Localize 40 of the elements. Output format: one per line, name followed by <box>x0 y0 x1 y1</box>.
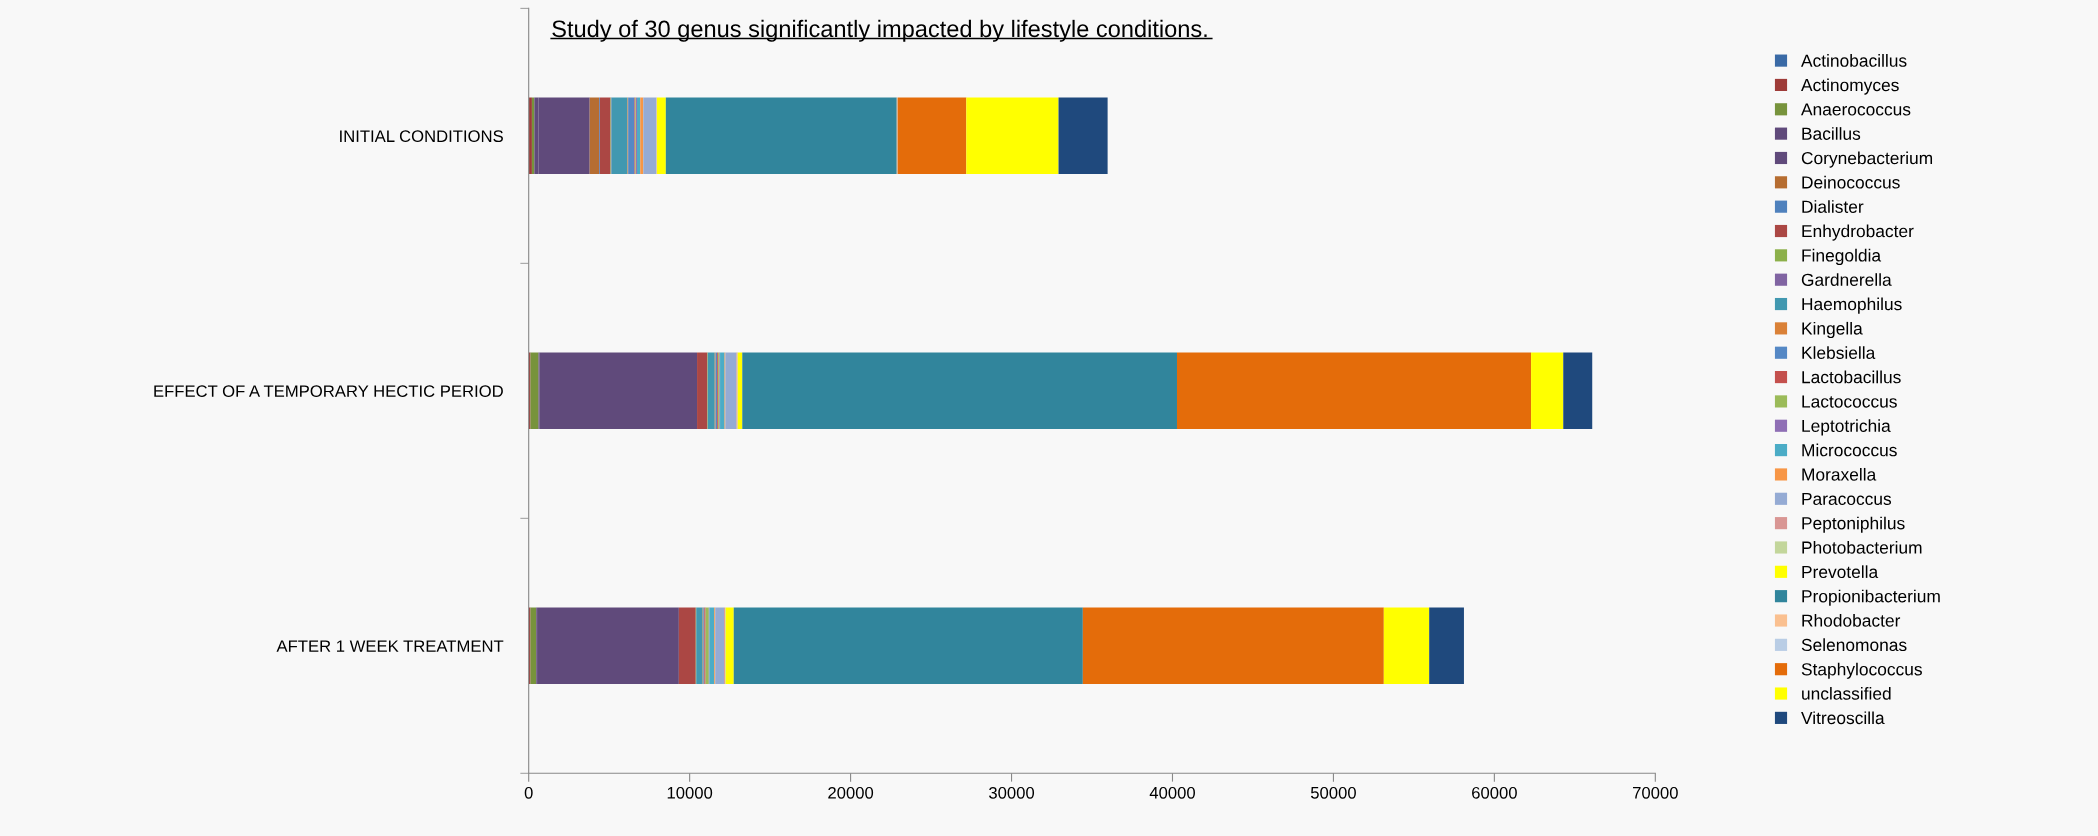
x-tick-label: 10000 <box>667 786 713 799</box>
legend-label: Moraxella <box>1802 467 1877 481</box>
x-tick-label: 70000 <box>1633 786 1678 799</box>
legend-label: Bacillus <box>1802 127 1861 140</box>
y-tick-label: INITIAL CONDITIONS <box>340 130 503 143</box>
x-tick-label: 40000 <box>1149 786 1196 799</box>
legend-label: unclassified <box>1802 687 1891 700</box>
legend-label: Deinococcus <box>1802 175 1900 189</box>
legend-label: Propionibacterium <box>1802 589 1940 606</box>
legend-label: Anaerococcus <box>1801 103 1911 116</box>
legend-label: Gardnerella <box>1801 273 1892 286</box>
legend-label: Enhydrobacter <box>1802 224 1914 241</box>
legend-label: Rhodobacter <box>1802 614 1901 627</box>
y-tick-label: EFFECT OF A TEMPORARY HECTIC PERIOD <box>154 385 503 398</box>
y-tick-label: AFTER 1 WEEK TREATMENT <box>276 640 504 652</box>
x-tick-label: 30000 <box>989 786 1035 799</box>
legend-label: Micrococcus <box>1802 443 1897 457</box>
legend-label: Leptotrichia <box>1802 419 1891 436</box>
legend-label: Staphylococcus <box>1801 662 1922 679</box>
legend-label: Vitreoscilla <box>1801 711 1885 725</box>
legend-label: Prevotella <box>1802 565 1879 579</box>
x-tick-label: 60000 <box>1472 786 1517 799</box>
legend-label: Corynebacterium <box>1801 151 1933 168</box>
chart-title: Study of 30 genus significantly impacted by lifestyle conditions. <box>552 19 1207 42</box>
legend-label: Selenomonas <box>1801 638 1907 652</box>
legend-label: Peptoniphilus <box>1802 516 1905 533</box>
legend-label: Lactobacillus <box>1802 370 1901 384</box>
legend-label: Actinomyces <box>1801 78 1899 95</box>
legend-label: Kingella <box>1802 321 1863 339</box>
legend-label: Lactococcus <box>1802 395 1897 408</box>
legend-label: Dialister <box>1802 200 1864 213</box>
legend-label: Actinobacillus <box>1801 54 1907 67</box>
legend-label: Paracoccus <box>1802 492 1892 506</box>
x-tick-label: 20000 <box>828 786 874 799</box>
legend-label: Haemophilus <box>1802 297 1902 314</box>
x-tick-label: 50000 <box>1310 786 1356 799</box>
x-tick-label: 0 <box>524 786 533 799</box>
legend-label: Klebsiella <box>1802 346 1876 359</box>
legend-label: Photobacterium <box>1802 540 1922 554</box>
legend-label: Finegoldia <box>1802 248 1882 266</box>
